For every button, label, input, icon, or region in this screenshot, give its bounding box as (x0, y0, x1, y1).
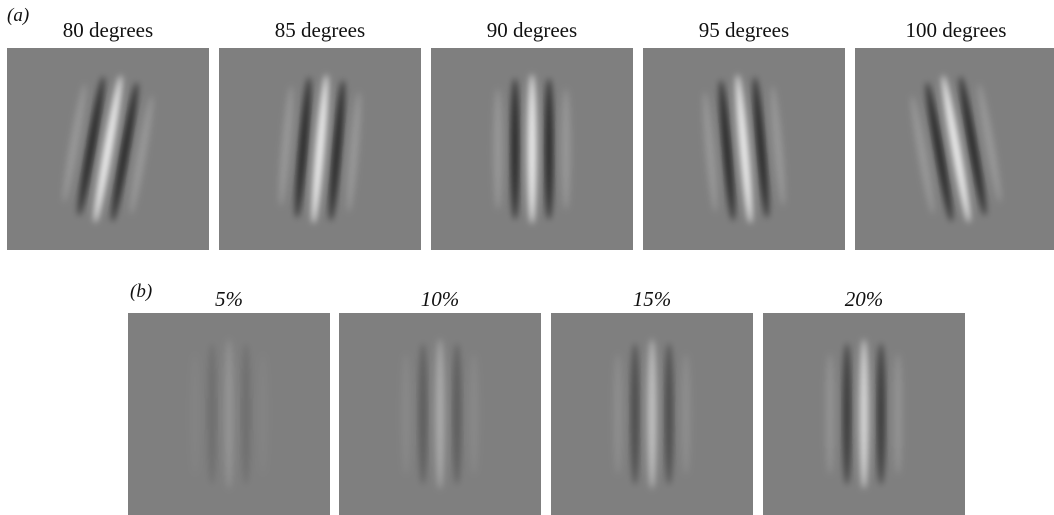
gabor-patch-80-degrees-bar-3 (94, 75, 122, 223)
gabor-patch-85-degrees-bar-2 (295, 76, 311, 219)
gabor-patch-90-degrees-svg (431, 48, 633, 250)
gabor-patch-95-degrees-bar-5 (770, 85, 785, 207)
caption-a-4: 95 degrees (698, 18, 790, 42)
gabor-patch-85-degrees-bar-4 (329, 79, 345, 222)
gabor-patch-20-percent-bar-5 (893, 353, 903, 475)
gabor-patch-100-degrees-bar-5 (978, 83, 1001, 203)
gabor-patch-90-degrees-bars (493, 74, 571, 224)
gabor-patch-95-degrees-bar-2 (719, 79, 735, 222)
gabor-patch-95-degrees-bars (703, 74, 785, 224)
gabor-patch-90-degrees-bar-1 (493, 88, 503, 210)
gabor-patch-15-percent-bar-5 (681, 353, 691, 475)
gabor-patch-20-percent-bar-1 (825, 353, 835, 475)
gabor-patch-20-percent-bar-3 (859, 339, 869, 489)
gabor-patch-15-percent-bar-4 (664, 343, 674, 485)
gabor-patch-90-degrees-bar-4 (544, 78, 554, 220)
gabor-patch-15-percent-bar-2 (630, 343, 640, 485)
gabor-patch-20-percent-svg (763, 313, 965, 515)
gabor-patch-100-degrees-bar-1 (911, 95, 934, 215)
gabor-patch-95-degrees-bar-4 (753, 76, 769, 219)
gabor-patch-85-degrees-bar-1 (279, 85, 294, 207)
gabor-patch-85-degrees-bar-3 (312, 74, 328, 224)
gabor-patch-15-percent (551, 313, 753, 515)
panel-b-label: (b) (130, 281, 153, 302)
gabor-patch-95-degrees-bar-3 (736, 74, 752, 224)
gabor-patch-5-percent-bar-5 (259, 354, 268, 475)
gabor-patch-85-degrees-bar-5 (346, 91, 361, 213)
gabor-patch-10-percent-bar-2 (418, 343, 428, 485)
gabor-patch-80-degrees-bar-5 (130, 95, 153, 215)
gabor-patch-95-degrees (643, 48, 845, 250)
gabor-patch-80-degrees-bars (63, 75, 153, 223)
caption-b-1: 5% (215, 287, 243, 311)
gabor-patch-10-percent-bar-1 (401, 353, 411, 475)
gabor-patch-15-percent-bars (613, 339, 691, 489)
gabor-patch-80-degrees-bar-1 (63, 83, 86, 203)
gabor-patch-100-degrees-bars (911, 75, 1001, 223)
gabor-patch-5-percent-bar-1 (191, 354, 200, 475)
caption-a-3: 90 degrees (486, 18, 578, 42)
gabor-patch-5-percent-svg (128, 313, 330, 515)
gabor-patch-100-degrees-bar-2 (926, 82, 953, 222)
gabor-patch-95-degrees-bar-1 (703, 91, 718, 213)
gabor-patch-5-percent (128, 313, 330, 515)
gabor-patch-5-percent-bars (191, 339, 268, 489)
gabor-patch-100-degrees (855, 48, 1054, 250)
gabor-patch-90-degrees-bar-2 (510, 78, 520, 220)
gabor-patch-10-percent-bars (401, 339, 479, 489)
gabor-patch-5-percent-bar-2 (207, 343, 217, 485)
gabor-patch-20-percent-bar-4 (876, 343, 886, 485)
gabor-patch-5-percent-bar-4 (241, 343, 251, 485)
caption-b-4: 20% (844, 287, 884, 311)
gabor-patch-80-degrees-svg (7, 48, 209, 250)
caption-a-1: 80 degrees (62, 18, 154, 42)
gabor-patch-95-degrees-svg (643, 48, 845, 250)
caption-a-5: 100 degrees (905, 18, 1007, 42)
gabor-patch-90-degrees-bar-5 (561, 88, 571, 210)
gabor-patch-10-percent-bar-5 (469, 353, 479, 475)
gabor-patch-100-degrees-svg (855, 48, 1054, 250)
caption-a-2: 85 degrees (274, 18, 366, 42)
gabor-patch-80-degrees-bar-2 (78, 76, 105, 216)
gabor-patch-15-percent-svg (551, 313, 753, 515)
gabor-patch-10-percent-bar-3 (435, 339, 445, 489)
panel-a-label: (a) (7, 5, 30, 26)
gabor-patch-5-percent-bar-3 (224, 339, 234, 489)
gabor-patch-90-degrees (431, 48, 633, 250)
gabor-patch-80-degrees-bar-4 (111, 82, 138, 222)
gabor-patch-85-degrees-bars (279, 74, 361, 224)
gabor-patch-80-degrees (7, 48, 209, 250)
gabor-patch-15-percent-bar-3 (647, 339, 657, 489)
caption-b-3: 15% (632, 287, 672, 311)
gabor-patch-10-percent (339, 313, 541, 515)
gabor-patch-100-degrees-bar-3 (942, 75, 970, 223)
gabor-patch-20-percent (763, 313, 965, 515)
gabor-patch-90-degrees-bar-3 (527, 74, 537, 224)
gabor-patch-85-degrees (219, 48, 421, 250)
caption-b-2: 10% (420, 287, 460, 311)
gabor-patch-10-percent-bar-4 (452, 343, 462, 485)
gabor-patch-100-degrees-bar-4 (959, 76, 986, 216)
gabor-patch-20-percent-bars (825, 339, 903, 489)
gabor-patch-85-degrees-svg (219, 48, 421, 250)
gabor-patch-10-percent-svg (339, 313, 541, 515)
gabor-patch-20-percent-bar-2 (842, 343, 852, 485)
gabor-patch-15-percent-bar-1 (613, 353, 623, 475)
